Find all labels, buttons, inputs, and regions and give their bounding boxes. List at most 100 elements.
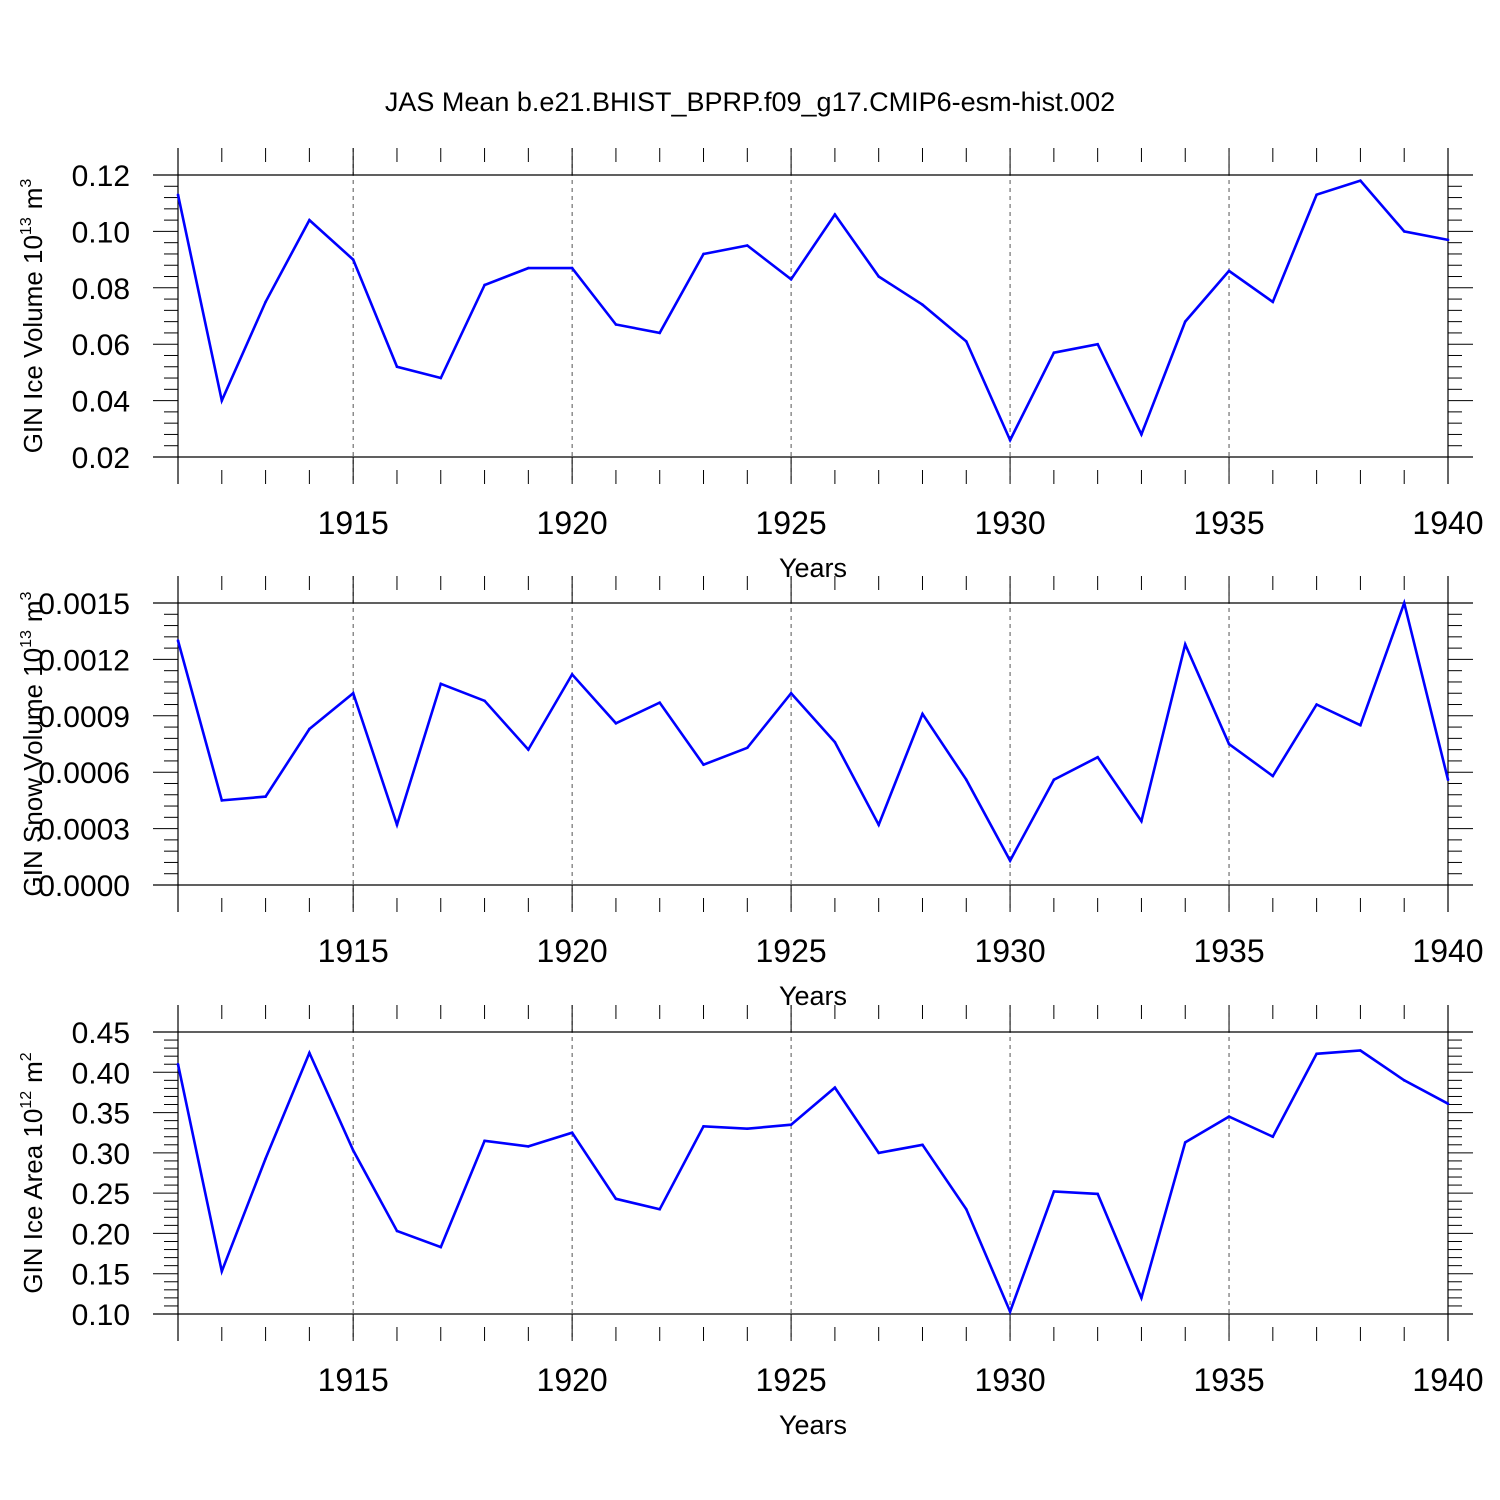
data-point <box>1315 703 1318 706</box>
y-tick-label: 0.10 <box>72 1299 130 1332</box>
y-tick-label: 0.0012 <box>38 644 130 677</box>
data-point <box>1008 438 1012 442</box>
data-point <box>1227 269 1231 273</box>
y-axis-label: GIN Ice Area 1012 m2 <box>18 1052 48 1293</box>
data-point <box>308 727 311 731</box>
panel-3: 0.10 0.15 0.20 0.25 0.30 0.35 0.40 0.45 1915 1920… <box>18 1005 1484 1440</box>
y-tick-label: 0.04 <box>72 386 130 419</box>
data-point <box>1402 601 1406 605</box>
y-tick-label: 0.12 <box>72 160 130 193</box>
data-point <box>1446 778 1450 782</box>
data-point <box>570 266 574 270</box>
data-point <box>1359 179 1362 182</box>
data-point <box>1140 819 1143 823</box>
x-axis-label: Years <box>779 1410 847 1440</box>
panels: 0.02 0.04 0.06 0.08 0.10 0.12 1915 1920 1925 1930… <box>18 148 1484 1440</box>
data-point <box>833 1086 837 1089</box>
data-point <box>614 323 618 326</box>
y-tick-label: 0.0003 <box>38 814 130 847</box>
y-axis-label-unit-exponent: 3 <box>18 179 35 188</box>
x-tick-label: 1920 <box>537 1362 608 1398</box>
data-point <box>1183 643 1187 646</box>
series-line <box>176 1049 1449 1316</box>
y-tick-label: 0.0006 <box>38 757 130 790</box>
data-point <box>1402 230 1406 233</box>
data-point <box>483 699 486 703</box>
y-tick-label: 0.45 <box>72 1017 130 1050</box>
y-axis-label-text: GIN Ice Volume 10 <box>18 235 48 453</box>
x-tick-label: 1925 <box>756 933 827 969</box>
data-point <box>1446 1102 1450 1106</box>
data-point <box>833 740 837 744</box>
data-point <box>1052 351 1056 354</box>
x-tick-label: 1915 <box>318 933 389 969</box>
x-tick-label: 1915 <box>318 505 389 541</box>
x-axis-label: Years <box>779 981 847 1011</box>
data-point <box>527 266 530 270</box>
data-point <box>921 712 924 716</box>
data-point <box>1052 778 1056 782</box>
data-point <box>702 1124 705 1128</box>
data-point <box>395 823 399 827</box>
data-point <box>439 1245 443 1249</box>
data-point <box>220 799 224 802</box>
data-point <box>789 278 793 281</box>
data-point <box>176 639 180 642</box>
data-point <box>1096 342 1099 346</box>
y-tick-label: 0.15 <box>72 1259 130 1292</box>
x-tick-label: 1920 <box>537 505 608 541</box>
x-tick-label: 1940 <box>1412 1362 1483 1398</box>
data-point <box>176 193 180 197</box>
data-point <box>1271 1135 1275 1139</box>
data-point <box>658 1207 662 1211</box>
figure-title: JAS Mean b.e21.BHIST_BPRP.f09_g17.CMIP6-… <box>385 87 1115 117</box>
y-tick-label: 0.25 <box>72 1178 130 1211</box>
data-point <box>308 1051 311 1055</box>
data-point <box>351 1149 355 1152</box>
y-tick-label: 0.40 <box>72 1057 130 1090</box>
x-tick-label: 1935 <box>1193 933 1264 969</box>
data-point <box>570 1131 574 1135</box>
data-point <box>833 213 837 216</box>
data-point <box>1183 1141 1187 1144</box>
x-tick-label: 1930 <box>974 1362 1045 1398</box>
x-tick-label: 1915 <box>318 1362 389 1398</box>
data-point <box>483 283 486 287</box>
data-point <box>570 673 574 676</box>
y-axis-label-unit-exponent: 2 <box>18 1052 35 1061</box>
data-point <box>877 275 880 278</box>
y-axis-label-unit-exponent: 3 <box>18 591 35 600</box>
data-point <box>527 748 530 751</box>
data-point <box>351 691 355 695</box>
data-point <box>264 300 267 304</box>
y-tick-label: 0.30 <box>72 1138 130 1171</box>
data-point <box>176 1062 180 1066</box>
y-tick-label: 0.06 <box>72 329 130 362</box>
data-point <box>702 763 705 766</box>
y-axis-label-exponent: 13 <box>18 630 35 648</box>
x-tick-label: 1935 <box>1193 505 1264 541</box>
data-point <box>921 1143 924 1147</box>
y-axis-label-text: GIN Snow Volume 10 <box>18 648 48 897</box>
y-tick-label: 0.10 <box>72 216 130 249</box>
x-tick-label: 1935 <box>1193 1362 1264 1398</box>
data-point <box>1227 1115 1231 1118</box>
data-point <box>1183 320 1187 323</box>
data-point <box>1359 1049 1362 1052</box>
data-point <box>789 1123 793 1126</box>
data-point <box>1140 433 1143 436</box>
panel-1: 0.02 0.04 0.06 0.08 0.10 0.12 1915 1920 1925 1930… <box>18 148 1484 583</box>
data-point <box>308 218 311 222</box>
panel-2: 0.0000 0.0003 0.0006 0.0009 0.0012 0.0015 1915… <box>18 576 1484 1011</box>
y-tick-label: 0.08 <box>72 273 130 306</box>
data-point <box>220 1269 224 1273</box>
data-point <box>439 376 443 380</box>
x-axis-label: Years <box>779 553 847 583</box>
data-point <box>1052 1190 1056 1193</box>
data-point <box>395 1229 399 1233</box>
data-point <box>1271 300 1275 304</box>
y-tick-label: 0.35 <box>72 1098 130 1131</box>
x-tick-label: 1940 <box>1412 505 1483 541</box>
x-tick-label: 1930 <box>974 505 1045 541</box>
data-point <box>702 252 705 256</box>
